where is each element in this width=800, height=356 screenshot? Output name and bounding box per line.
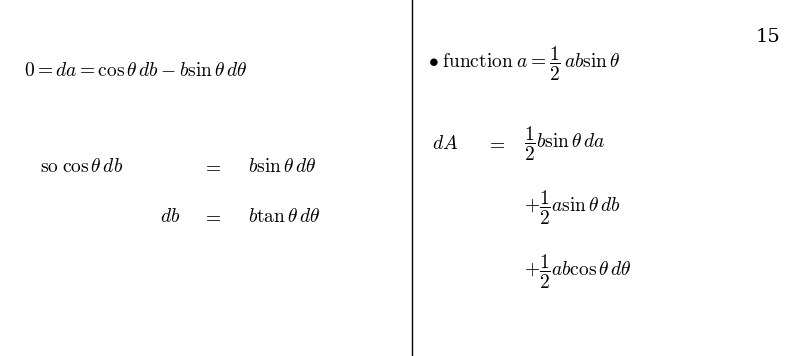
Text: $0 = da = \cos\theta\, db - b\sin\theta\, d\theta$: $0 = da = \cos\theta\, db - b\sin\theta\… <box>24 62 247 80</box>
Text: $\bullet\;\mathrm{function}\; a = \dfrac{1}{2}\,ab\sin\theta$: $\bullet\;\mathrm{function}\; a = \dfrac… <box>428 45 620 83</box>
Text: $=$: $=$ <box>486 135 506 153</box>
Text: $b\tan\theta\, d\theta$: $b\tan\theta\, d\theta$ <box>248 208 320 226</box>
Text: $=$: $=$ <box>202 208 222 226</box>
Text: $b\sin\theta\, d\theta$: $b\sin\theta\, d\theta$ <box>248 158 316 176</box>
Text: $=$: $=$ <box>202 158 222 176</box>
Text: $+\dfrac{1}{2}a\sin\theta\, db$: $+\dfrac{1}{2}a\sin\theta\, db$ <box>524 189 621 227</box>
Text: $\dfrac{1}{2}b\sin\theta\, da$: $\dfrac{1}{2}b\sin\theta\, da$ <box>524 125 605 163</box>
Text: $\mathrm{so}\;\cos\theta\, db$: $\mathrm{so}\;\cos\theta\, db$ <box>40 158 123 176</box>
Text: $dA$: $dA$ <box>432 135 458 153</box>
Text: 15: 15 <box>755 28 780 47</box>
Text: $+\dfrac{1}{2}ab\cos\theta\, d\theta$: $+\dfrac{1}{2}ab\cos\theta\, d\theta$ <box>524 253 632 291</box>
Text: $db$: $db$ <box>160 208 180 226</box>
